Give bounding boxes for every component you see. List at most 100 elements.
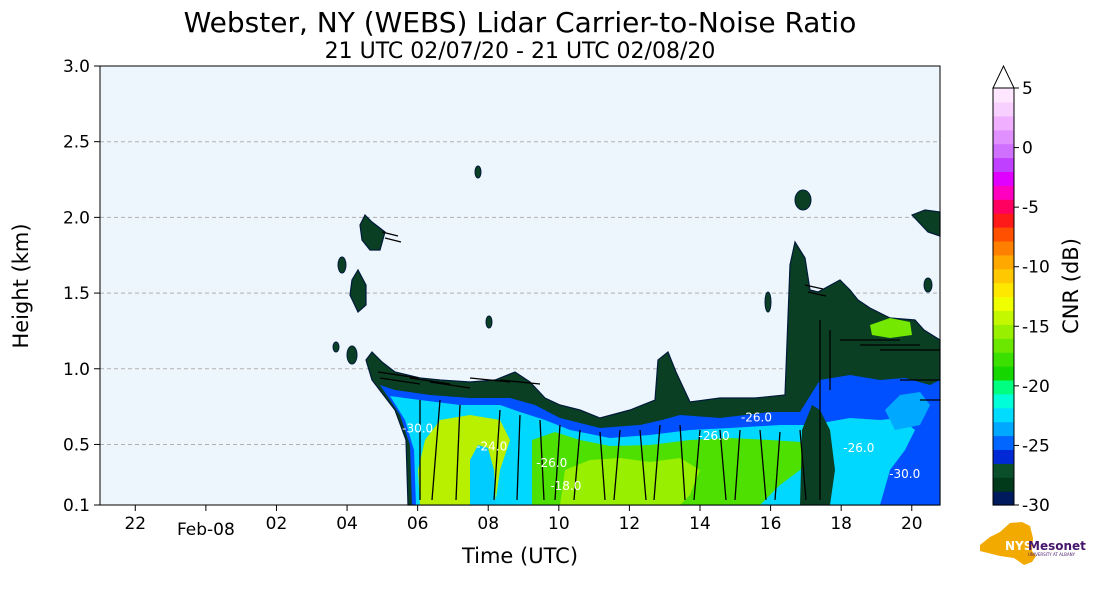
- colorbar-segment: [993, 296, 1014, 311]
- colorbar-tick-label: -15: [1022, 317, 1050, 337]
- y-tick-label: 1.5: [63, 284, 90, 304]
- colorbar-segment: [993, 171, 1014, 186]
- logo-subtext: UNIVERSITY AT ALBANY: [1028, 552, 1076, 557]
- x-tick-label: 02: [266, 514, 288, 534]
- colorbar-segment: [993, 310, 1014, 325]
- cnr-blob-small-7: [794, 189, 812, 211]
- colorbar-segment: [993, 115, 1014, 131]
- colorbar-segment: [993, 463, 1014, 478]
- x-tick-label: Feb-08: [177, 520, 235, 540]
- cnr-blob-small-3: [332, 341, 340, 353]
- logo-text: Mesonet: [1028, 539, 1086, 553]
- colorbar-segment: [993, 185, 1014, 200]
- cnr-blob-small-1: [337, 256, 347, 274]
- colorbar-segment: [993, 240, 1014, 256]
- colorbar-tick-label: -5: [1022, 198, 1039, 218]
- y-tick-label: 0.1: [63, 496, 90, 516]
- colorbar-segment: [993, 143, 1014, 159]
- wind-barb-marks: [377, 231, 940, 501]
- x-tick-label: 14: [689, 514, 711, 534]
- y-tick-label: 2.5: [63, 133, 90, 153]
- colorbar-segment: [993, 129, 1014, 145]
- contour-label: -18.0: [550, 479, 581, 493]
- x-tick-label: 18: [830, 514, 852, 534]
- cnr-blob-right-mid: [870, 318, 912, 338]
- colorbar-title: CNR (dB): [1059, 238, 1083, 334]
- colorbar-segment: [993, 338, 1014, 353]
- nys-map-icon: [980, 522, 1036, 565]
- colorbar-frame: [992, 87, 1015, 506]
- colorbar-segment: [993, 477, 1014, 492]
- colorbar-segment: [993, 449, 1014, 464]
- y-axis: 0.1 0.5 1.0 1.5 2.0 2.5 3.0: [63, 57, 100, 516]
- colorbar-segment: [993, 282, 1014, 298]
- y-axis-title: Height (km): [9, 223, 33, 348]
- colorbar-segment: [993, 268, 1014, 284]
- plot-area: -30.0 -24.0 -26.0 -18.0 -26.0 -26.0 -26.0 -30.0: [99, 65, 941, 506]
- cnr-gap-right: [800, 405, 835, 505]
- contour-labels: -30.0 -24.0 -26.0 -18.0 -26.0 -26.0 -26.0 -30.0: [402, 411, 920, 493]
- colorbar-segment: [993, 407, 1014, 423]
- x-tick-label: 04: [336, 514, 358, 534]
- contour-label: -26.0: [699, 429, 730, 443]
- colorbar-segment: [993, 88, 1014, 103]
- colorbar-tick-label: -25: [1022, 436, 1050, 456]
- y-tick-label: 2.0: [63, 208, 90, 228]
- contour-label: -30.0: [402, 421, 433, 435]
- cnr-blob-small-2: [346, 345, 358, 365]
- x-tick-label: 20: [901, 514, 923, 534]
- colorbar-tick-label: -20: [1022, 377, 1050, 397]
- y-tick-label: 1.0: [63, 360, 90, 380]
- colorbar: 5 0 -5 -10 -15 -20 -25 -30: [992, 64, 1050, 516]
- cnr-region-lime: [560, 458, 700, 505]
- x-axis: 22 Feb-08 02 04 06 08 10 12 14 16 18 20: [124, 505, 923, 540]
- x-tick-label: 12: [619, 514, 641, 534]
- x-tick-label: 22: [124, 514, 146, 534]
- contour-label: -26.0: [843, 441, 874, 455]
- plot-frame: [99, 65, 941, 506]
- chart-title: Webster, NY (WEBS) Lidar Carrier-to-Nois…: [184, 6, 857, 39]
- cnr-field: [332, 165, 941, 506]
- colorbar-segment: [993, 393, 1014, 409]
- colorbar-segment: [993, 101, 1014, 117]
- colorbar-segment: [993, 421, 1014, 437]
- colorbar-tick-label: 5: [1022, 79, 1033, 99]
- x-axis-title: Time (UTC): [461, 544, 578, 568]
- cnr-blob-small-8: [923, 277, 933, 293]
- contour-label: -30.0: [889, 467, 920, 481]
- colorbar-segment: [993, 227, 1014, 242]
- cnr-blob-small-4: [474, 165, 482, 179]
- colorbar-segment: [993, 352, 1014, 367]
- cnr-blob-mid-left: [349, 268, 367, 313]
- cnr-blob-right-blue: [885, 392, 930, 430]
- contour-label: -24.0: [476, 440, 507, 454]
- logo-prefix: NYS: [1005, 539, 1032, 553]
- colorbar-segment: [993, 379, 1014, 395]
- contour-label: -26.0: [536, 456, 567, 470]
- contour-label: -26.0: [741, 411, 772, 425]
- colorbar-tick-label: -10: [1022, 258, 1050, 278]
- colorbar-segment: [993, 366, 1014, 381]
- cnr-blob-upper-left: [359, 213, 386, 251]
- x-tick-label: 06: [407, 514, 429, 534]
- colorbar-tick-label: -30: [1022, 496, 1050, 516]
- nys-mesonet-logo: NYS Mesonet UNIVERSITY AT ALBANY: [980, 522, 1086, 565]
- cnr-blob-small-6: [764, 291, 772, 313]
- colorbar-segment: [993, 254, 1014, 270]
- y-tick-label: 0.5: [63, 435, 90, 455]
- colorbar-segment: [993, 491, 1014, 506]
- colorbar-segment: [993, 213, 1014, 228]
- chart-subtitle: 21 UTC 02/07/20 - 21 UTC 02/08/20: [325, 39, 716, 64]
- x-tick-label: 10: [548, 514, 570, 534]
- colorbar-tick-label: 0: [1022, 139, 1033, 159]
- y-tick-label: 3.0: [63, 57, 90, 77]
- colorbar-segment: [993, 324, 1014, 339]
- x-tick-label: 16: [760, 514, 782, 534]
- colorbar-extend-arrow: [992, 64, 1015, 89]
- cnr-gap-left: [470, 445, 496, 505]
- colorbar-segment: [993, 435, 1014, 450]
- colorbar-segment: [993, 157, 1014, 172]
- cnr-blob-small-5: [485, 315, 493, 329]
- colorbar-segment: [993, 199, 1014, 214]
